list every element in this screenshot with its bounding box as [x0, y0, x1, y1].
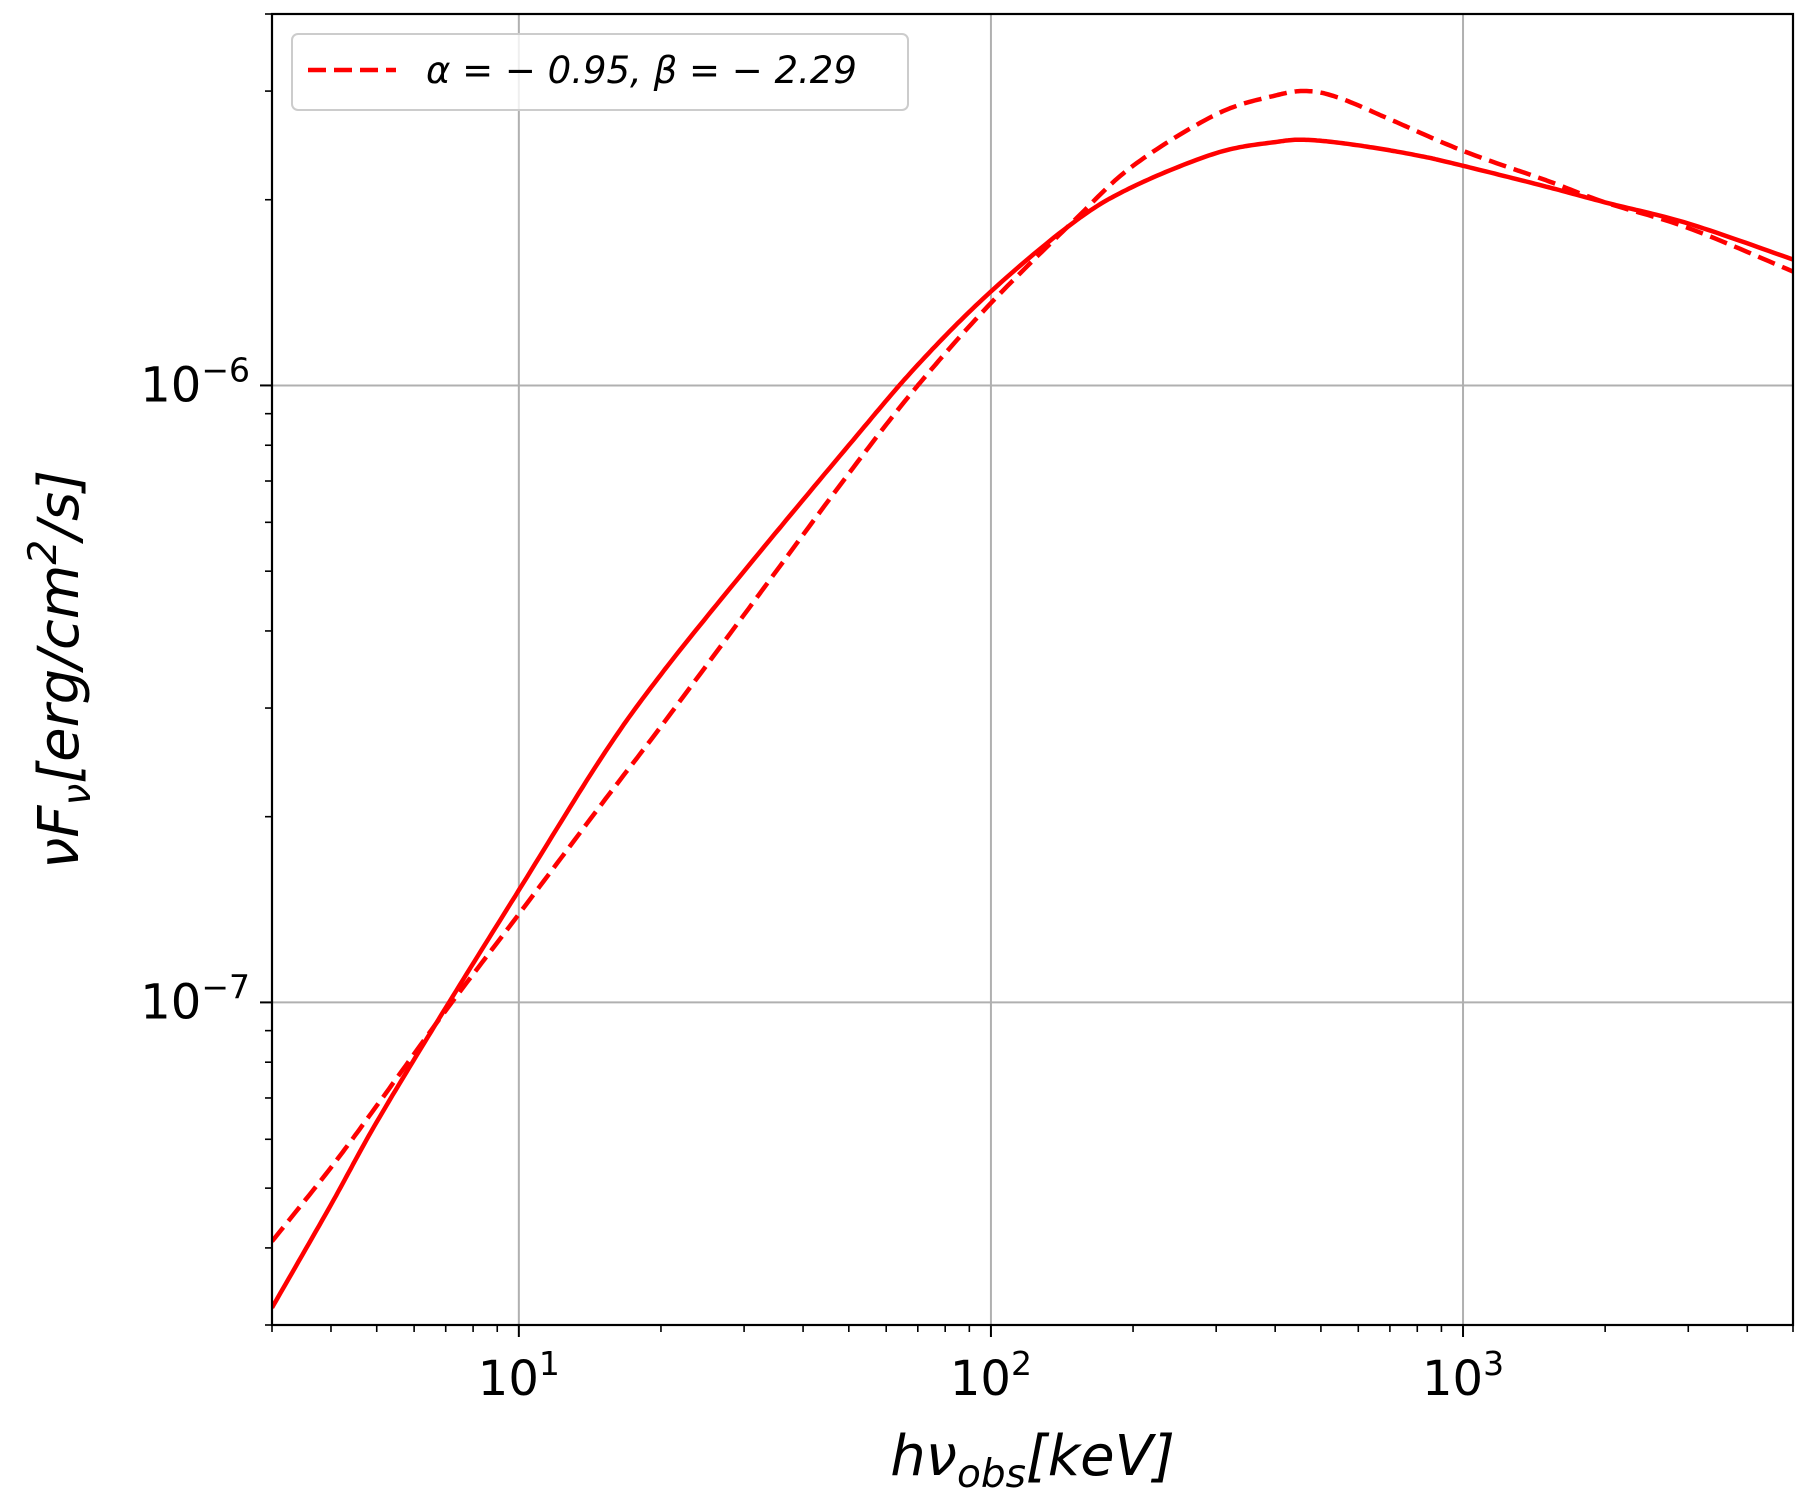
y-axis-label-mid: [erg/cm	[27, 565, 92, 784]
x-tick-label: 101	[478, 1344, 560, 1407]
legend-label: α = − 0.95, β = − 2.29	[426, 49, 857, 92]
y-tick-label: 10−7	[140, 967, 250, 1030]
x-axis-label-prefix: hν	[890, 1424, 957, 1489]
y-axis-label: νFν[erg/cm2/s]	[21, 470, 100, 869]
series-line-model	[272, 137, 1793, 1309]
y-axis-label-suffix: /s]	[27, 470, 92, 545]
y-axis-label-prefix: νF	[27, 805, 92, 869]
x-tick-label: 102	[950, 1344, 1032, 1407]
tick-labels: 101 102 103 10−7 10−6	[140, 350, 1504, 1407]
minor-ticks	[265, 13, 1794, 1332]
x-axis-label: hνobs[keV]	[890, 1424, 1175, 1497]
series-lines	[272, 88, 1793, 1309]
x-axis-label-sub: obs	[957, 1452, 1026, 1497]
legend: α = − 0.95, β = − 2.29	[291, 33, 909, 111]
y-axis-label-sup: 2	[21, 540, 66, 565]
plot-frame	[270, 12, 1795, 1327]
series-line-band-fit	[272, 88, 1793, 1243]
x-axis-label-suffix: [keV]	[1026, 1424, 1175, 1489]
grid-lines	[272, 14, 1793, 1325]
y-tick-label: 10−6	[140, 350, 250, 413]
legend-box	[291, 33, 909, 111]
y-axis-label-sub: ν	[55, 784, 100, 806]
x-tick-label: 103	[1422, 1344, 1504, 1407]
major-ticks	[260, 384, 1465, 1337]
